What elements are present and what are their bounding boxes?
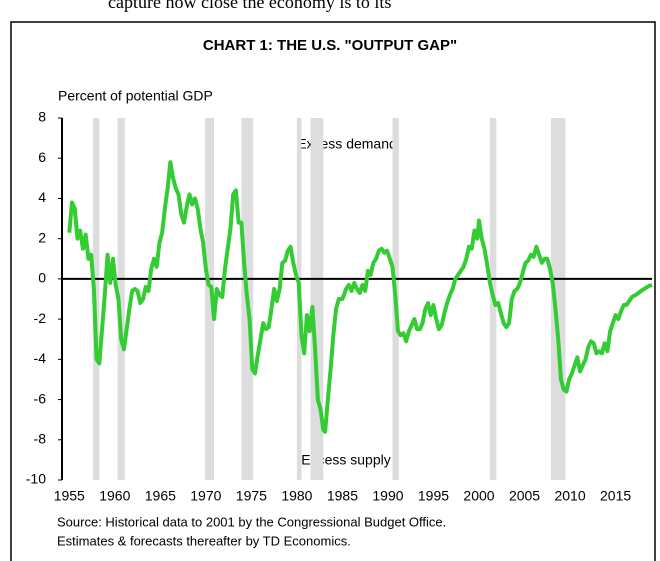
y-tick-label: -10 bbox=[26, 471, 46, 487]
x-tick-label: 2005 bbox=[509, 488, 540, 504]
y-tick-label: -8 bbox=[34, 430, 47, 446]
y-tick-label: 8 bbox=[38, 109, 46, 125]
y-axis-label: Percent of potential GDP bbox=[58, 88, 213, 104]
source: Source: Historical data to 2001 by the C… bbox=[57, 514, 446, 529]
recession-band bbox=[310, 118, 324, 480]
y-tick-label: 0 bbox=[38, 270, 46, 286]
y-tick-label: 6 bbox=[38, 149, 46, 165]
y-tick-label: -4 bbox=[34, 350, 47, 366]
x-tick-label: 2010 bbox=[554, 488, 585, 504]
y-tick-label: -2 bbox=[34, 310, 47, 326]
page-text: capture how close the economy is to its bbox=[108, 0, 391, 12]
data-line bbox=[67, 160, 653, 434]
x-tick-label: 2000 bbox=[463, 488, 494, 504]
chart-title: CHART 1: THE U.S. "OUTPUT GAP" bbox=[203, 37, 457, 54]
x-tick-label: 1985 bbox=[327, 488, 358, 504]
x-tick-label: 1975 bbox=[236, 488, 267, 504]
x-tick-label: 1980 bbox=[281, 488, 312, 504]
annotation: Excess supply bbox=[301, 452, 390, 468]
x-tick-label: 1990 bbox=[372, 488, 403, 504]
source: Estimates & forecasts thereafter by TD E… bbox=[57, 533, 351, 548]
chart-frame bbox=[10, 21, 656, 561]
recession-band bbox=[117, 118, 125, 480]
y-tick-label: -6 bbox=[34, 390, 47, 406]
x-tick-label: 1965 bbox=[145, 488, 176, 504]
x-tick-label: 2015 bbox=[600, 488, 631, 504]
x-tick-label: 1955 bbox=[54, 488, 85, 504]
y-tick-label: 4 bbox=[38, 189, 46, 205]
x-tick-label: 1995 bbox=[418, 488, 449, 504]
y-tick-label: 2 bbox=[38, 229, 46, 245]
x-tick-label: 1970 bbox=[190, 488, 221, 504]
recession-band bbox=[204, 118, 215, 480]
x-tick-label: 1960 bbox=[99, 488, 130, 504]
